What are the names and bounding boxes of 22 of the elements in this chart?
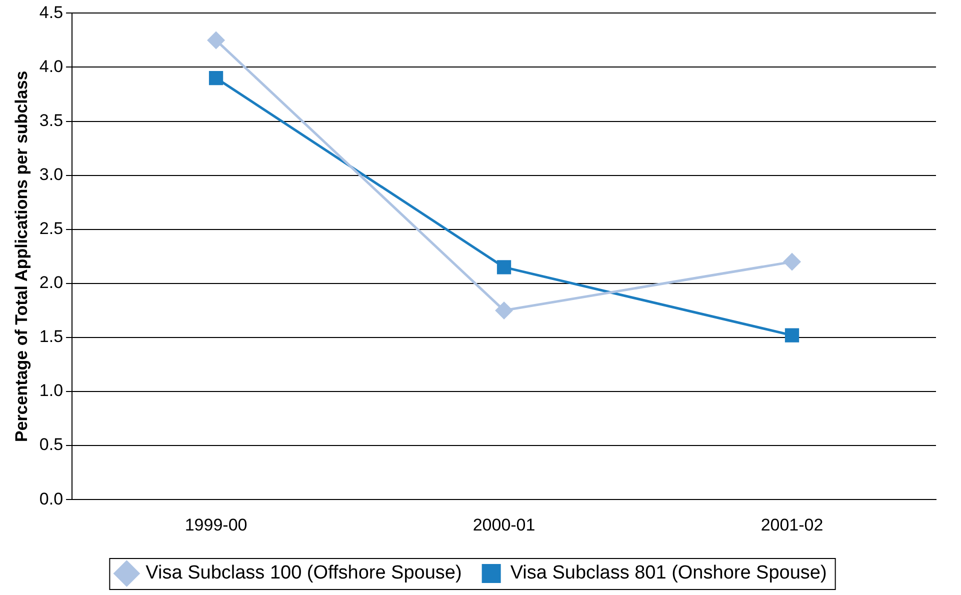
y-tick-label: 3.0 <box>39 165 64 184</box>
y-axis-title: Percentage of Total Applications per subclass <box>12 70 31 442</box>
point <box>784 328 800 342</box>
y-tick-label: 1.5 <box>39 327 64 346</box>
y-tick-label: 2.5 <box>39 219 64 238</box>
y-tick-label: 0.5 <box>39 435 64 454</box>
x-tick-label: 1999-00 <box>184 515 248 534</box>
point <box>495 301 514 320</box>
y-tick-label: 0.0 <box>39 489 64 508</box>
y-tick-label: 3.5 <box>39 110 64 130</box>
y-tick-label: 4.0 <box>39 56 64 76</box>
legend-label: Visa Subclass 100 (Offshore Spouse) <box>146 562 462 584</box>
legend-label: Visa Subclass 801 (Onshore Spouse) <box>510 562 827 584</box>
y-tick-label: 2.0 <box>39 273 64 292</box>
point <box>783 252 802 271</box>
x-tick-label: 2001-02 <box>760 515 824 534</box>
point <box>496 260 512 274</box>
point <box>208 70 224 86</box>
y-tick-label: 1.0 <box>39 381 64 400</box>
y-tick-label: 4.5 <box>39 2 64 22</box>
point <box>207 31 226 50</box>
x-tick-label: 2000-01 <box>472 515 536 534</box>
